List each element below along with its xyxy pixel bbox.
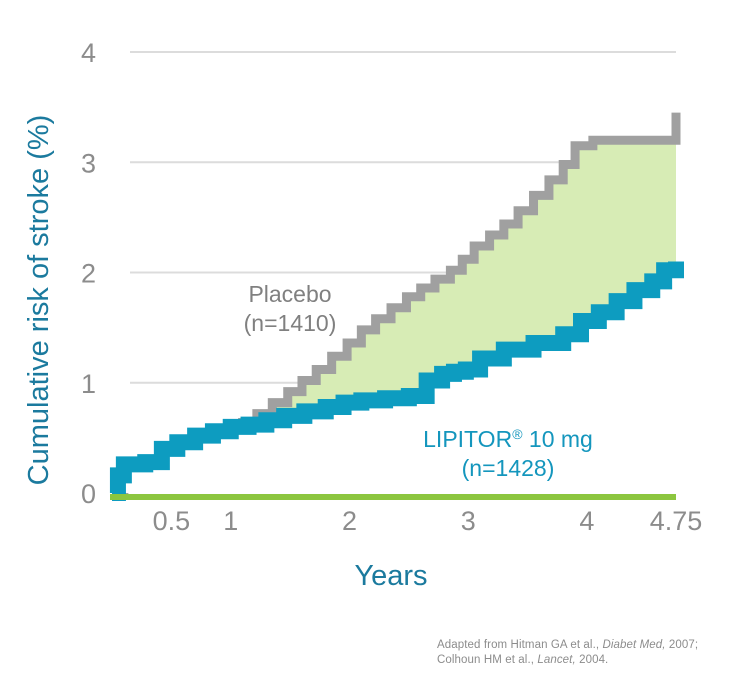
x-tick-label: 2	[342, 506, 357, 536]
lipitor-curve	[109, 261, 684, 501]
x-axis-ticks: 0.5 1 2 3 4 4.75	[153, 506, 703, 536]
footnote: Adapted from Hitman GA et al., Diabet Me…	[437, 638, 737, 668]
x-tick-label: 0.5	[153, 506, 191, 536]
y-tick-label: 1	[81, 369, 96, 399]
x-tick-label: 1	[223, 506, 238, 536]
y-tick-label: 4	[81, 38, 96, 68]
footnote-l2-prefix: Colhoun HM et al.,	[437, 654, 538, 666]
footnote-line-1: Adapted from Hitman GA et al., Diabet Me…	[437, 638, 737, 653]
lipitor-step-line	[109, 261, 684, 501]
footnote-l1-prefix: Adapted from Hitman GA et al.,	[437, 639, 603, 651]
x-tick-label: 4.75	[650, 506, 703, 536]
y-tick-label: 3	[81, 148, 96, 178]
placebo-label: Placebo	[248, 281, 331, 307]
placebo-n-label: (n=1410)	[244, 310, 337, 336]
x-axis-title: Years	[354, 560, 427, 592]
lipitor-n-label: (n=1428)	[462, 455, 555, 481]
y-axis-ticks: 0 1 2 3 4	[81, 38, 96, 509]
footnote-l1-journal: Diabet Med,	[602, 639, 666, 651]
y-axis-title: Cumulative risk of stroke (%)	[23, 115, 55, 486]
lipitor-name: LIPITOR	[423, 426, 512, 452]
lipitor-dose: 10 mg	[523, 426, 593, 452]
y-tick-label: 0	[81, 479, 96, 509]
footnote-line-2: Colhoun HM et al., Lancet, 2004.	[437, 653, 737, 668]
footnote-l2-journal: Lancet,	[537, 654, 576, 666]
registered-icon: ®	[512, 426, 523, 442]
lipitor-label: LIPITOR® 10 mg	[423, 426, 593, 452]
x-tick-label: 4	[579, 506, 594, 536]
footnote-l2-suffix: 2004.	[575, 654, 609, 666]
x-tick-label: 3	[461, 506, 476, 536]
lipitor-area-mask	[112, 261, 676, 493]
footnote-l1-suffix: 2007;	[665, 639, 699, 651]
y-tick-label: 2	[81, 259, 96, 289]
